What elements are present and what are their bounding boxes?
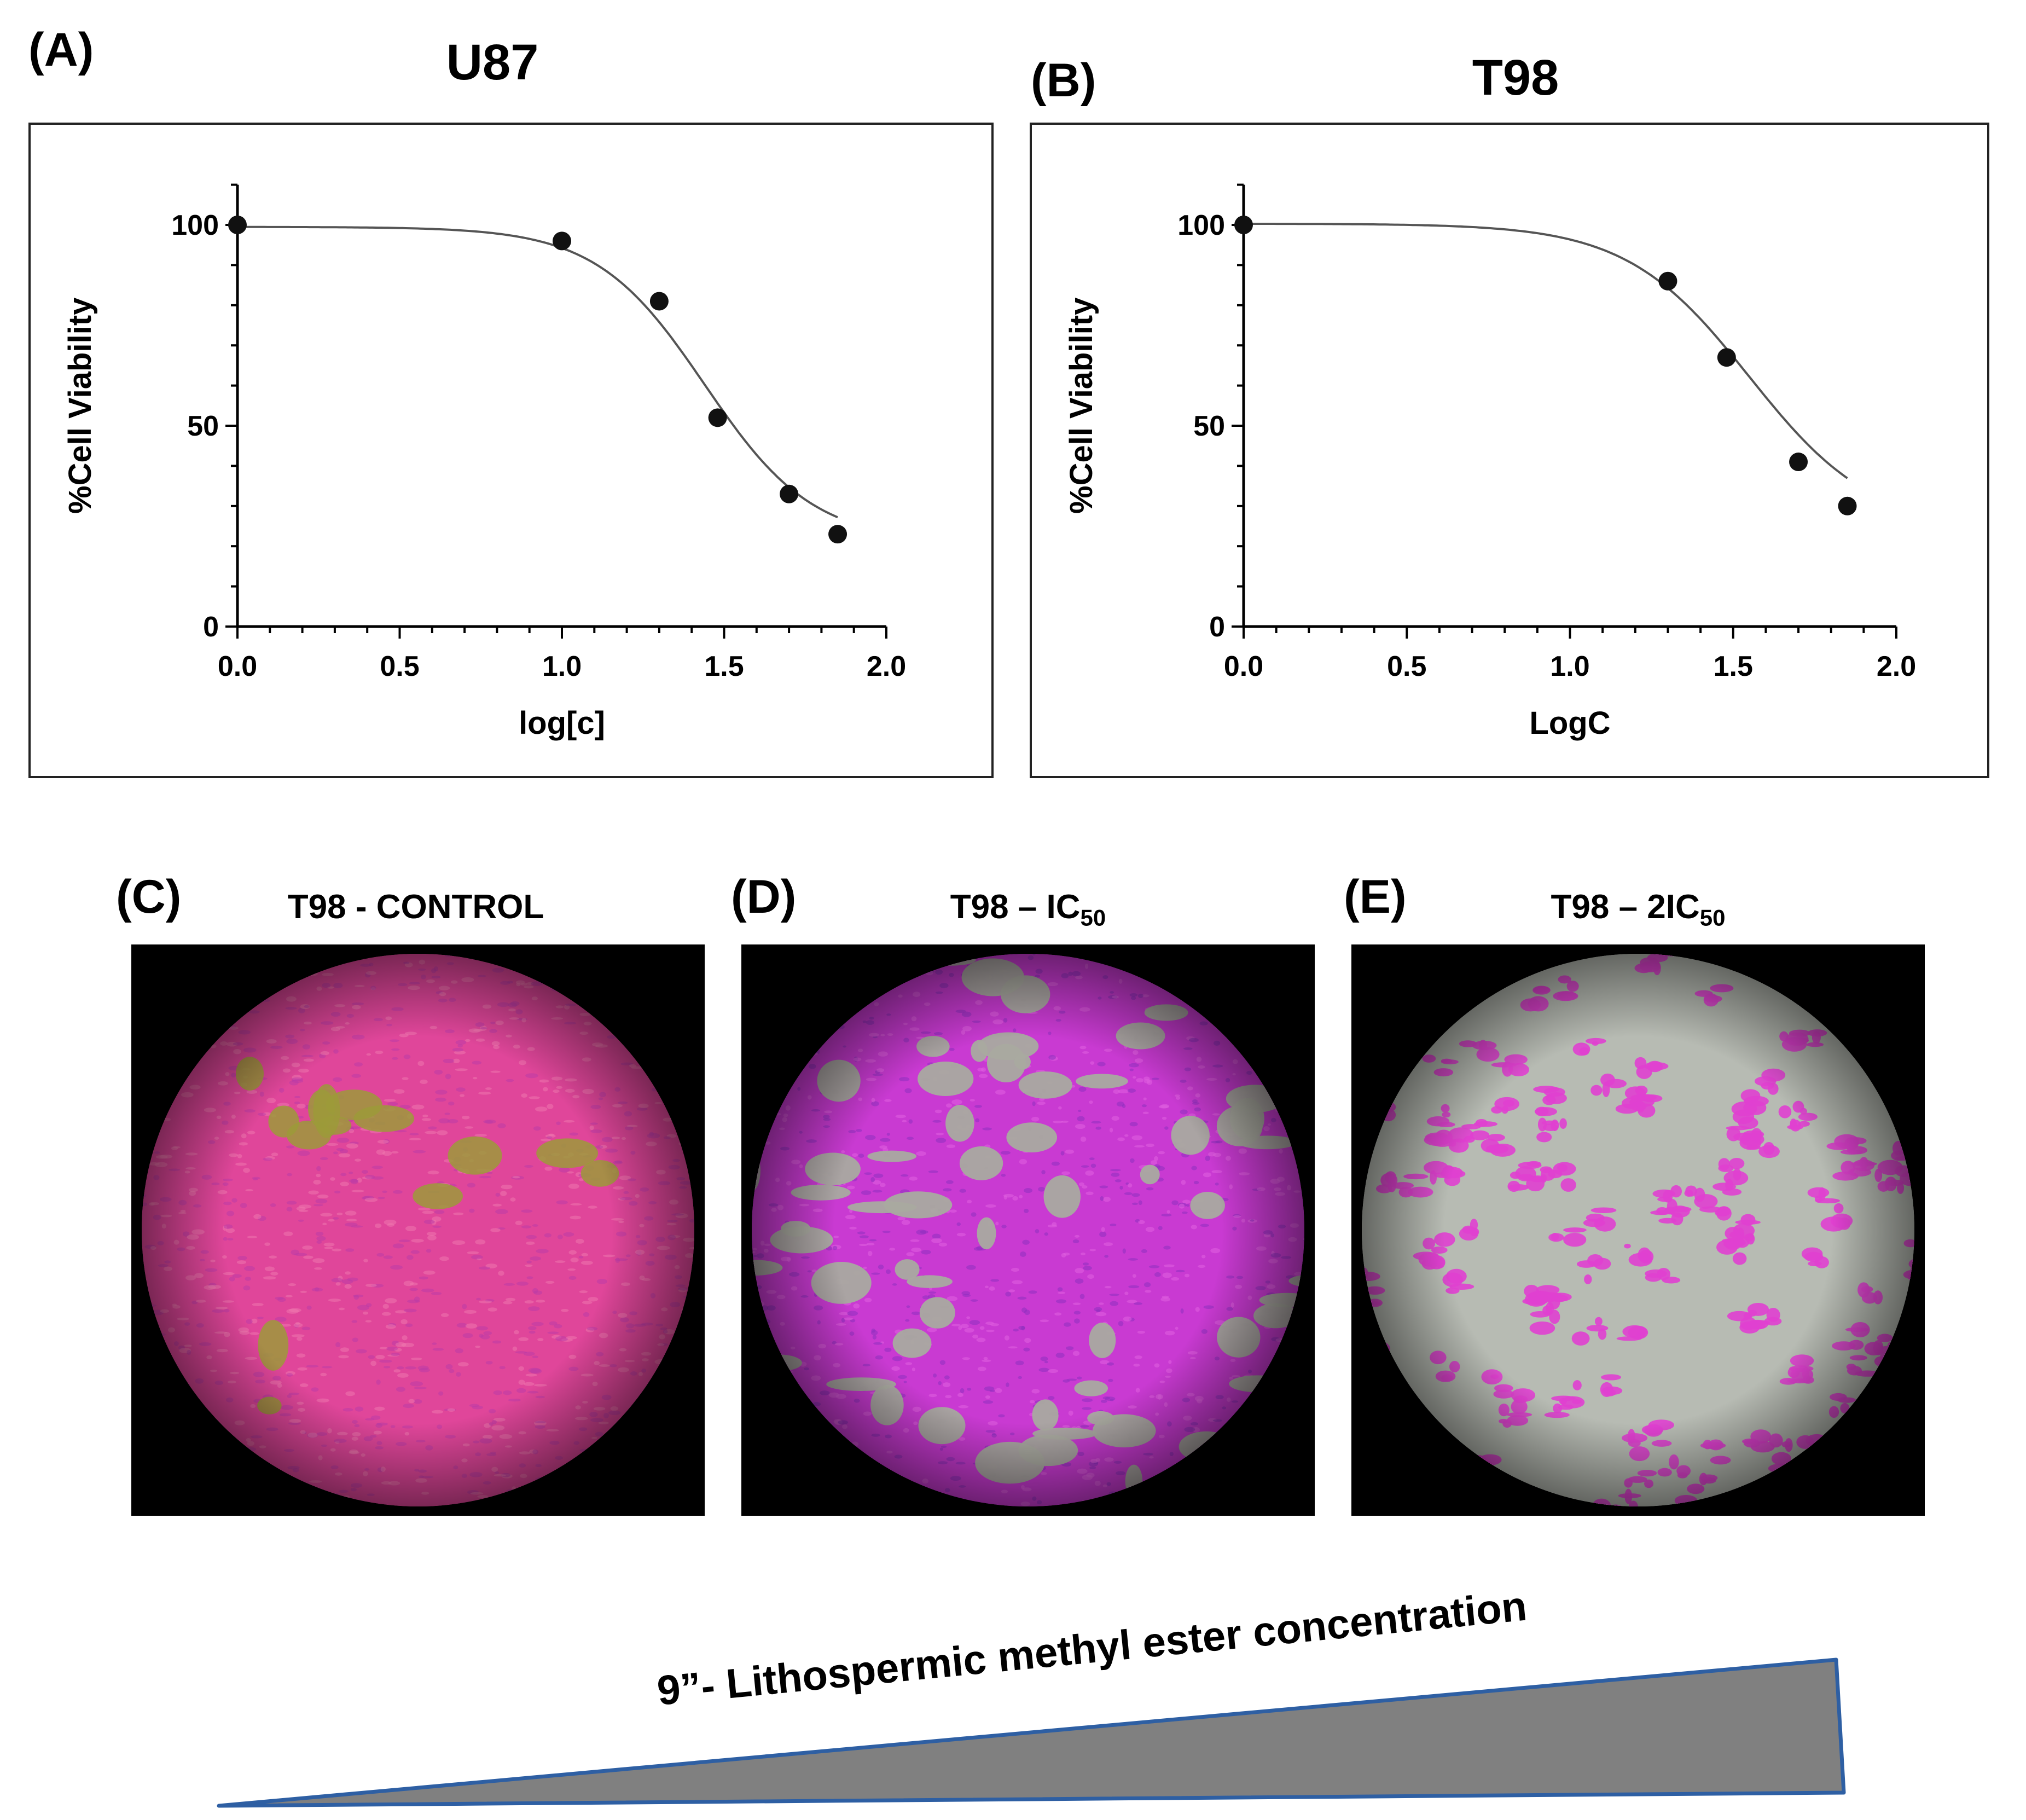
x-tick-label: 1.5 [1714, 651, 1753, 682]
data-point [828, 525, 847, 544]
chart-frame-t98: 0 50 100 0.0 0.5 1.0 1.5 2.0 LogC %Cell Viability [1030, 123, 1989, 778]
micrograph-title-control: T98 - CONTROL [287, 888, 544, 926]
micrograph-ic50 [741, 944, 1315, 1516]
data-point [649, 292, 669, 311]
data-point [228, 216, 247, 234]
panel-label-d: (D) [731, 871, 797, 923]
micrograph-title-2ic50: T98 – 2IC50 [1551, 888, 1726, 931]
y-tick-label: 50 [1193, 410, 1225, 442]
x-tick-label: 1.0 [542, 651, 582, 682]
chart-frame-u87: 0 50 100 0.0 0.5 1.0 1.5 2.0 log[c] %Cell Viabili… [28, 123, 994, 778]
chart-u87: 0 50 100 0.0 0.5 1.0 1.5 2.0 log[c] %Cell Viabili… [62, 183, 906, 741]
micrograph-2ic50 [1351, 944, 1925, 1516]
x-axis-label: LogC [1529, 705, 1610, 741]
data-point [1789, 453, 1808, 472]
x-tick-label: 0.5 [380, 651, 419, 682]
data-point [1234, 216, 1253, 234]
y-tick-label: 0 [1209, 611, 1225, 643]
microscope-field [752, 954, 1304, 1506]
chart-title-u87: U87 [446, 34, 539, 90]
microscope-field [142, 954, 694, 1506]
y-tick-label: 0 [203, 611, 219, 643]
micrograph-title-ic50: T98 – IC50 [950, 888, 1106, 931]
concentration-wedge-label: 9”- Lithospermic methyl ester concentrat… [655, 1583, 1529, 1714]
data-point [1658, 271, 1677, 291]
x-tick-label: 0.0 [218, 651, 257, 682]
x-tick-label: 0.5 [1387, 651, 1426, 682]
y-tick-label: 100 [171, 210, 219, 241]
concentration-wedge-shape [217, 1657, 1846, 1808]
y-tick-label: 50 [187, 410, 219, 442]
y-tick-label: 100 [1177, 210, 1225, 241]
chart-title-t98: T98 [1472, 50, 1559, 106]
panel-label-e: (E) [1344, 871, 1407, 923]
panel-label-b: (B) [1031, 54, 1096, 107]
micrograph-control-image [142, 954, 694, 1506]
y-axis-label: %Cell Viability [62, 298, 98, 514]
data-point [1838, 496, 1857, 515]
y-axis-label: %Cell Viability [1064, 298, 1099, 514]
panel-label-a: (A) [28, 24, 94, 76]
data-point [780, 484, 799, 503]
micrograph-control [131, 944, 705, 1516]
x-tick-label: 1.5 [704, 651, 744, 682]
x-axis-label: log[c] [519, 705, 605, 741]
x-tick-label: 2.0 [867, 651, 906, 682]
panel-label-c: (C) [116, 871, 182, 923]
micrograph-ic50-image [752, 954, 1304, 1506]
chart-t98: 0 50 100 0.0 0.5 1.0 1.5 2.0 LogC %Cell Viability [1064, 183, 1916, 741]
micrograph-2ic50-image [1362, 954, 1914, 1506]
data-point [708, 408, 727, 427]
data-point [553, 231, 571, 251]
x-tick-label: 2.0 [1877, 651, 1916, 682]
x-tick-label: 0.0 [1224, 651, 1263, 682]
data-point [1717, 348, 1736, 367]
x-tick-label: 1.0 [1550, 651, 1589, 682]
fitted-curve [237, 225, 838, 519]
fitted-curve [1244, 223, 1848, 479]
microscope-field [1362, 954, 1914, 1506]
